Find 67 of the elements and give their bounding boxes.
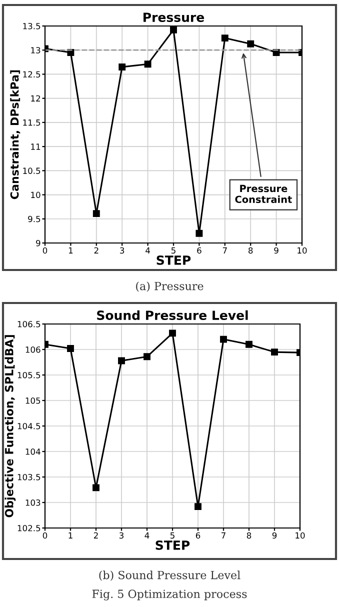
point [67,345,74,352]
point [246,340,252,348]
point [220,336,227,343]
x-tick-label: 0 [42,247,48,254]
chart-title: Sound Pressure Level [97,310,248,320]
y-tick-label: 12.5 [23,71,40,78]
y-tick-label: 10.5 [23,168,40,174]
y-tick-label: 9 [36,240,40,246]
x-tick-label: 7 [222,532,226,538]
x-tick-label: 10 [296,532,305,539]
point [92,484,100,492]
y-tick-label: 11 [31,144,40,150]
annotation: Pressure Constraint [235,184,292,204]
y-tick-label: 103.5 [18,474,40,480]
point [196,230,203,237]
x-tick-label: 1 [68,247,73,254]
y-tick-label: 13 [31,47,40,54]
y-tick-label: 9.5 [28,216,40,222]
y-axis-title: Objective Function, SPL[dBA] [4,335,16,518]
x-tick-label: 3 [119,532,124,539]
x-tick-label: 8 [248,247,253,254]
point [170,26,177,34]
x-tick-label: 3 [120,247,124,254]
y-tick-label: 104 [26,448,40,455]
x-tick-label: 9 [274,247,278,254]
point [92,210,100,218]
point [118,64,126,70]
x-tick-label: 4 [144,532,150,538]
y-tick-label: 105.5 [18,372,40,378]
point [144,60,152,68]
y-tick-label: 104.5 [18,422,40,430]
y-tick-label: 103 [26,499,40,506]
point [247,40,254,48]
text: (b) Sound Pressure Level [99,570,240,581]
x-tick-label: 1 [68,532,72,538]
y-tick-label: 106 [26,346,40,353]
y-tick-label: 106.5 [18,320,40,328]
x-tick-label: 6 [196,532,200,539]
x-tick-label: 5 [171,247,176,254]
x-tick-label: 7 [222,247,227,254]
x-tick-label: 6 [197,247,202,254]
y-tick-label: 11.5 [23,120,40,126]
x-tick-label: 8 [246,532,252,539]
point [221,34,228,42]
point [118,357,125,364]
chart-title: Pressure [144,12,204,22]
x-tick-label: 10 [298,247,307,254]
y-axis-title: Canstraint, DPs[kPa] [10,70,20,200]
x-tick-label: 2 [94,532,98,538]
y-tick-label: 105 [26,397,40,404]
y-tick-label: 13.5 [23,22,40,30]
caption: Fig. 5 Optimization process [92,590,247,600]
text: (a) Pressure [136,282,204,292]
x-tick-label: 2 [94,247,98,254]
x-tick-label: 0 [42,532,48,539]
point [271,348,278,356]
y-tick-label: 10 [31,192,40,198]
x-tick-label: 5 [170,532,174,539]
x-tick-label: 9 [272,532,277,539]
x-axis-title: STEP [156,540,190,550]
y-tick-label: 102.5 [18,524,40,532]
y-tick-label: 12 [31,95,40,102]
point [194,503,202,510]
point [169,330,176,337]
point [144,353,150,360]
x-tick-label: 4 [146,247,150,254]
x-axis-title: STEP [156,255,191,265]
